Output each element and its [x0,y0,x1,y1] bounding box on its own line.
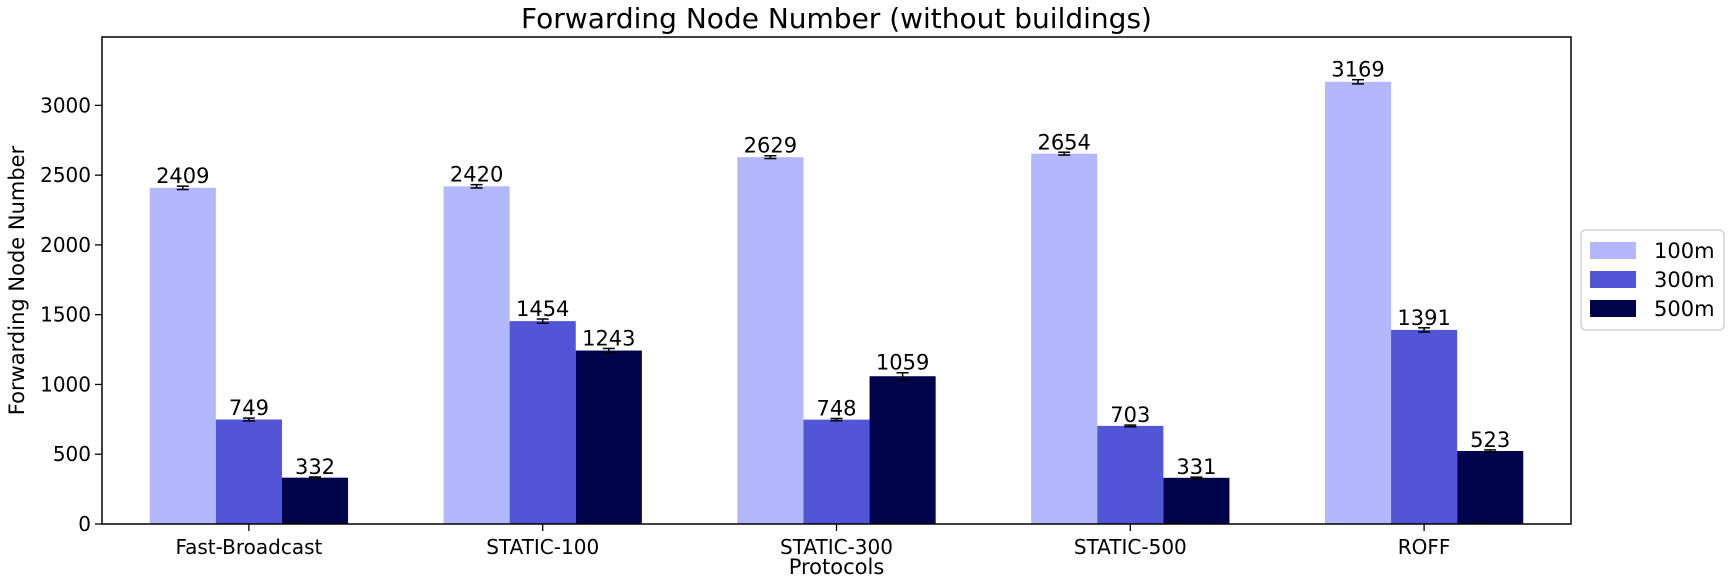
bar [1163,477,1230,524]
bar [575,350,642,524]
legend-label: 100m [1654,239,1715,263]
error-bar [1124,424,1137,428]
error-bar [1190,476,1203,480]
data-label: 1391 [1397,306,1450,330]
y-tick-label: 2500 [40,163,91,187]
bar [443,186,510,524]
data-label: 1059 [876,351,929,375]
data-label: 2420 [450,163,503,187]
data-label: 2654 [1037,130,1090,154]
bar [509,321,576,524]
data-label: 749 [229,396,269,420]
x-tick-label: STATIC-100 [486,535,599,559]
error-bar [764,154,777,160]
x-axis-title: Protocols [789,555,885,579]
error-bar [470,183,483,189]
bar [737,157,804,525]
bar [1031,153,1098,524]
y-tick-label: 1000 [40,372,91,396]
bar [215,419,282,524]
error-bar [176,185,189,191]
error-bar [1418,327,1431,333]
legend: 100m 300m 500m [1580,229,1725,331]
bar [281,477,349,524]
bars-group: 2409 749 332 2420 1454 1243 2629 748 1059 2654 703… [149,58,1524,525]
data-label: 748 [816,397,856,421]
legend-swatch [1590,271,1636,288]
error-bar [309,476,322,480]
error-bar [242,417,255,422]
bar [1324,81,1392,524]
plot-frame [101,36,1572,525]
y-tick-label: 2000 [40,233,91,257]
data-label: 703 [1110,403,1150,427]
bar [869,376,936,524]
data-label: 331 [1176,455,1216,479]
legend-swatch [1590,242,1636,259]
error-bar [1058,151,1071,156]
data-label: 3169 [1331,58,1384,82]
y-tick-label: 0 [78,512,91,536]
data-label: 332 [295,455,335,479]
y-tick-label: 500 [53,442,91,466]
x-tick-label: Fast-Broadcast [175,535,322,559]
bar [149,187,216,524]
legend-swatch [1590,300,1636,317]
x-axis: Fast-Broadcast STATIC-100 STATIC-300 STATIC… [175,524,1450,559]
bar [1391,329,1458,524]
data-label: 2409 [156,164,209,188]
data-label: 1243 [582,326,635,350]
chart-title: Forwarding Node Number (without building… [521,2,1152,35]
bar [1457,451,1524,524]
error-bar [1351,78,1364,85]
y-axis: 0 500 1000 1500 2000 2500 3000 [40,93,102,536]
y-tick-label: 3000 [40,93,91,117]
x-tick-label: STATIC-300 [780,535,893,559]
x-tick-label: STATIC-500 [1074,535,1187,559]
y-axis-title: Forwarding Node Number [5,145,29,415]
error-bar [830,417,843,422]
x-tick-label: ROFF [1398,535,1451,559]
error-bar [896,371,909,381]
error-bar [1484,449,1497,453]
legend-label: 500m [1654,297,1715,321]
bar [1097,425,1164,524]
data-label: 1454 [516,297,569,321]
error-bar [536,318,549,324]
bar [803,419,870,524]
y-tick-label: 1500 [40,303,91,327]
error-bar [602,347,615,354]
data-label: 2629 [744,134,797,158]
legend-label: 300m [1654,268,1715,292]
data-label: 523 [1470,428,1510,452]
